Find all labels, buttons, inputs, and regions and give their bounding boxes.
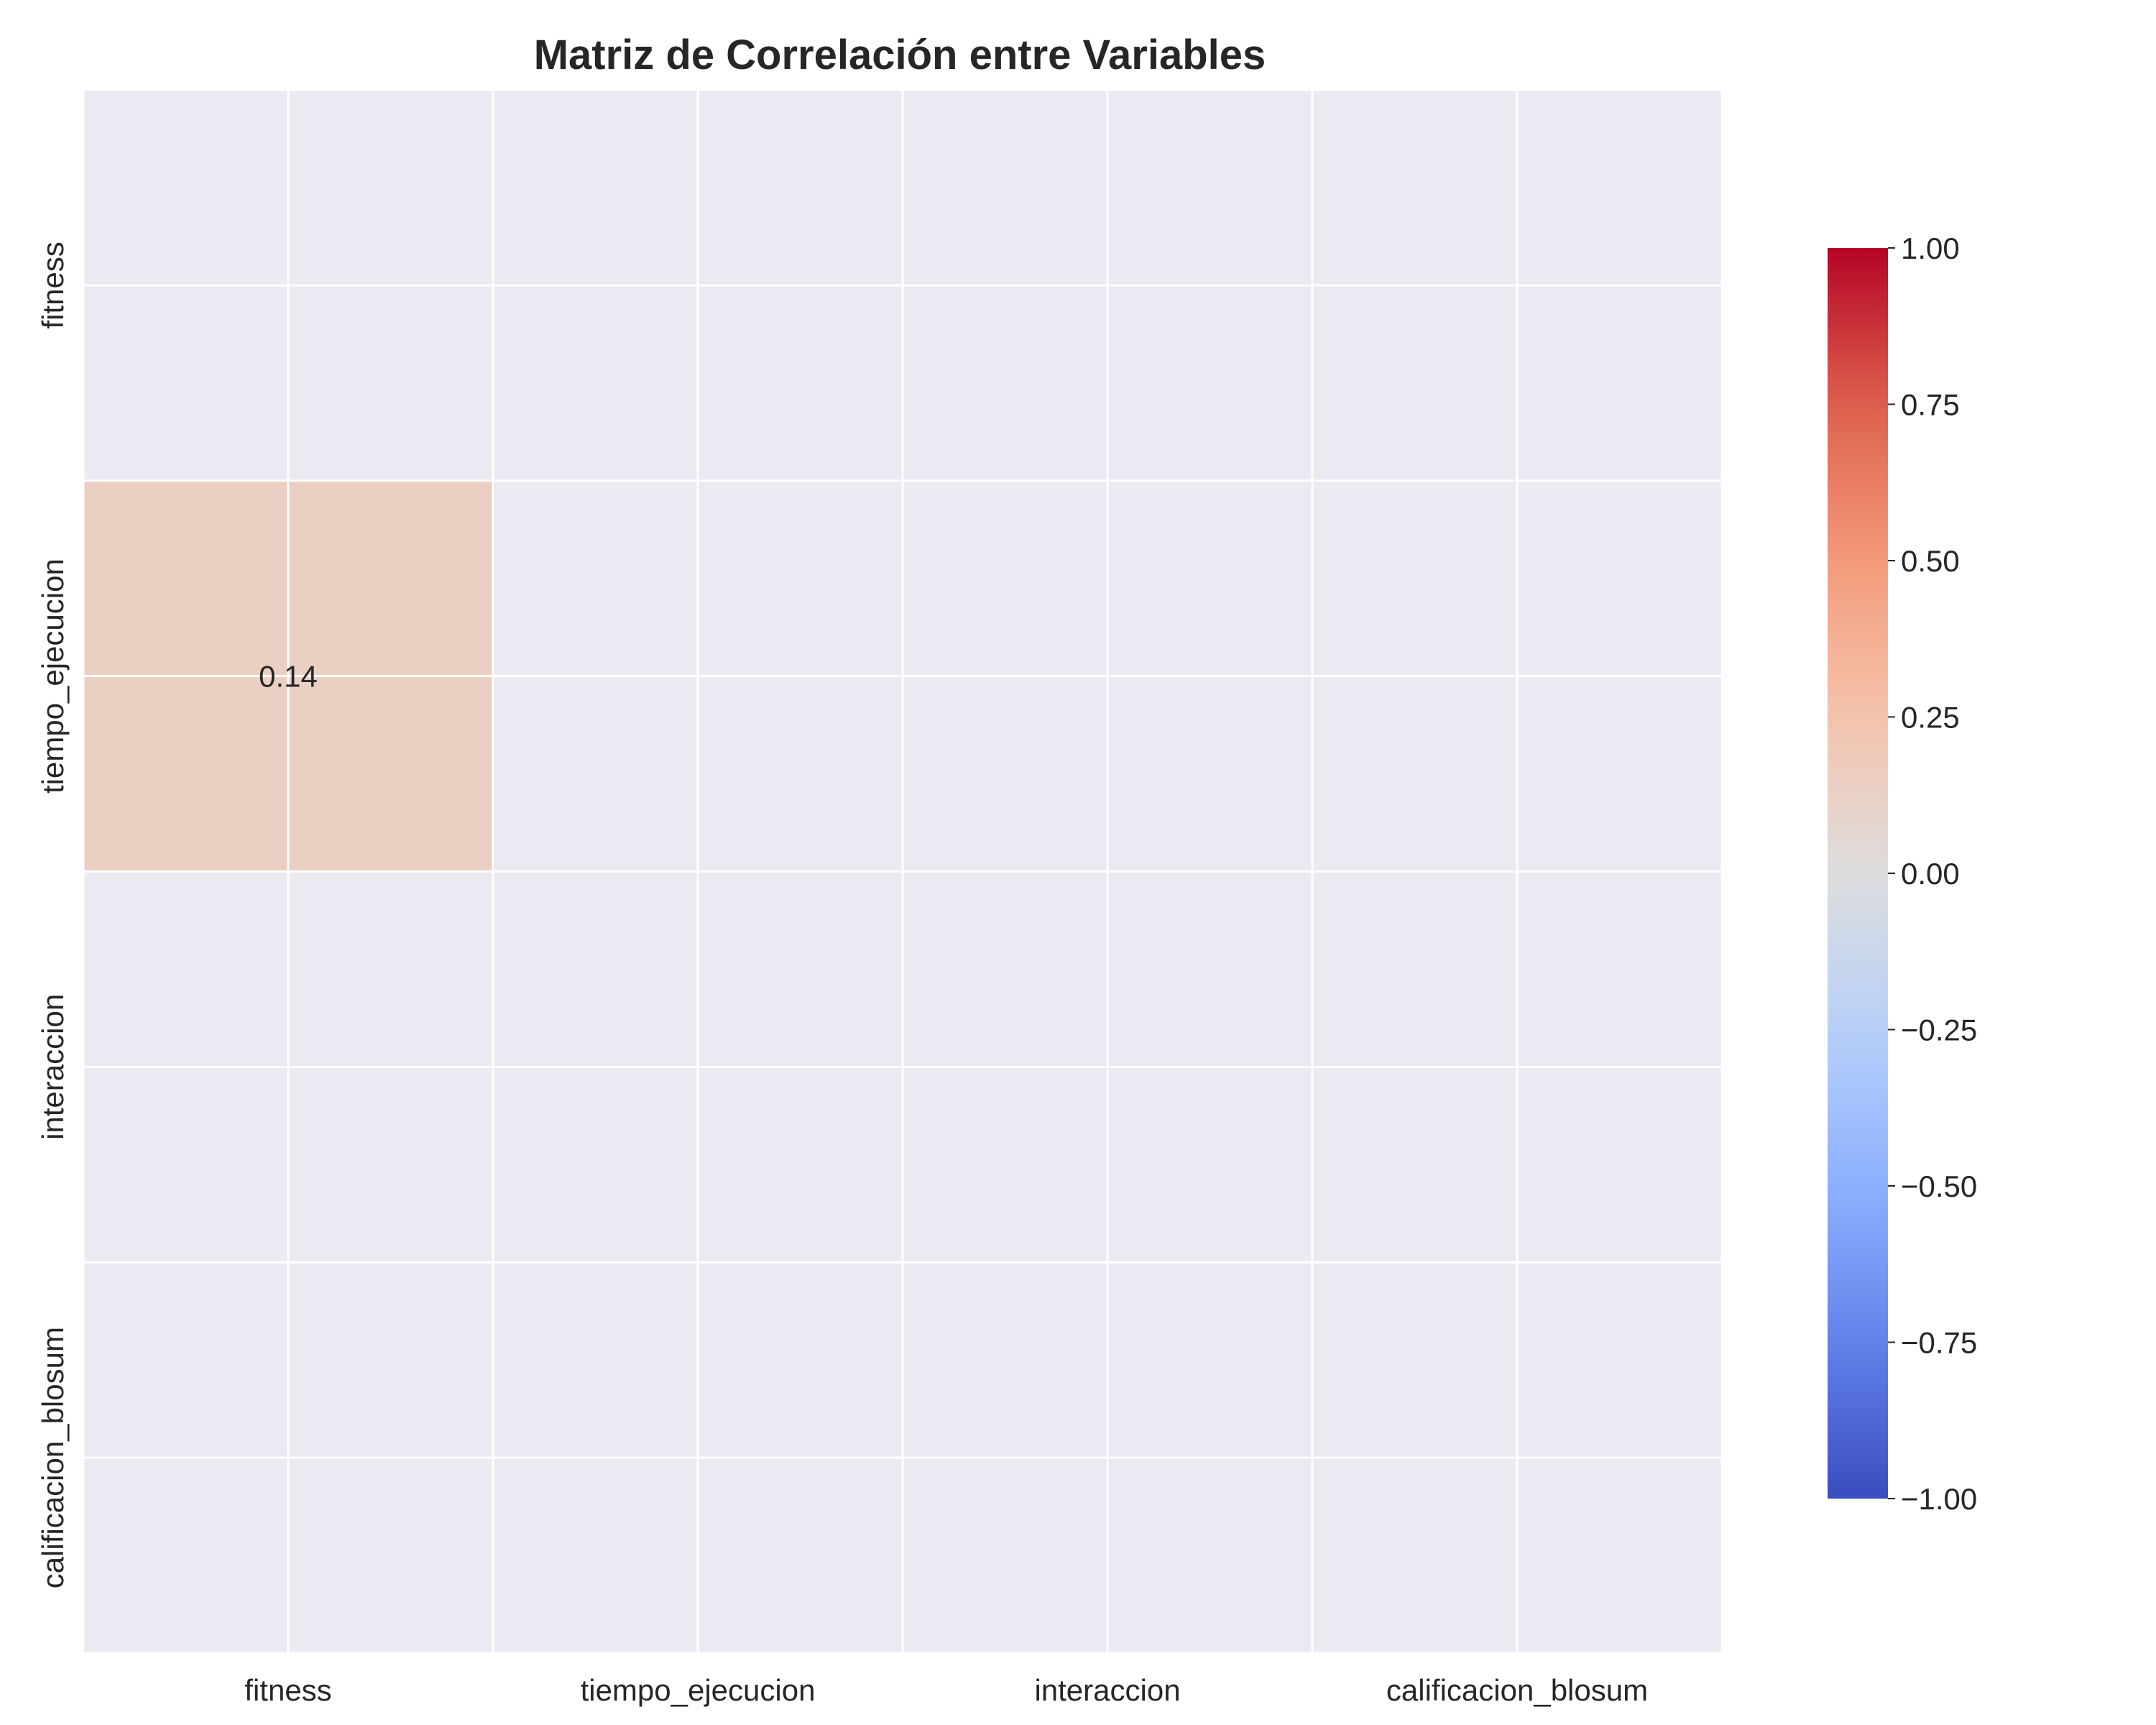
x-tick-label-calificacion-blosum: calificacion_blosum	[1386, 1673, 1648, 1707]
colorbar-tick-label: 0.25	[1901, 701, 1960, 735]
grid-lines	[82, 88, 1723, 1655]
colorbar-tick-label: −0.50	[1901, 1169, 1977, 1203]
y-tick-label-calificacion-blosum: calificacion_blosum	[36, 1327, 70, 1588]
colorbar-tick-label: −0.75	[1901, 1326, 1977, 1360]
y-axis-tick-labels: fitness tiempo_ejecucion interaccion califi…	[36, 242, 70, 1588]
colorbar: 1.00 0.75 0.50 0.25 0.00 −0.25 −0.50 −0.75 −1.00	[1828, 231, 1977, 1516]
colorbar-tick-label: 0.75	[1901, 388, 1960, 422]
y-tick-label-interaccion: interaccion	[36, 994, 70, 1140]
x-tick-label-tiempo-ejecucion: tiempo_ejecucion	[581, 1673, 816, 1707]
x-tick-label-fitness: fitness	[244, 1673, 331, 1707]
y-tick-label-tiempo-ejecucion: tiempo_ejecucion	[36, 558, 70, 794]
colorbar-tick-label: 1.00	[1901, 231, 1960, 265]
chart-title: Matriz de Correlación entre Variables	[534, 32, 1266, 78]
y-tick-label-fitness: fitness	[36, 242, 70, 328]
colorbar-tick-label: 0.00	[1901, 857, 1960, 891]
colorbar-tick-label: −0.25	[1901, 1013, 1977, 1047]
x-axis-tick-labels: fitness tiempo_ejecucion interaccion califi…	[244, 1673, 1648, 1707]
colorbar-tick-label: −1.00	[1901, 1482, 1977, 1516]
cell-annotations: 0.14	[259, 660, 318, 694]
colorbar-tick-label: 0.50	[1901, 544, 1960, 578]
colorbar-gradient	[1828, 248, 1888, 1499]
x-tick-label-interaccion: interaccion	[1034, 1673, 1180, 1707]
cell-annotation-tiempo-ejecucion-fitness: 0.14	[259, 660, 318, 694]
